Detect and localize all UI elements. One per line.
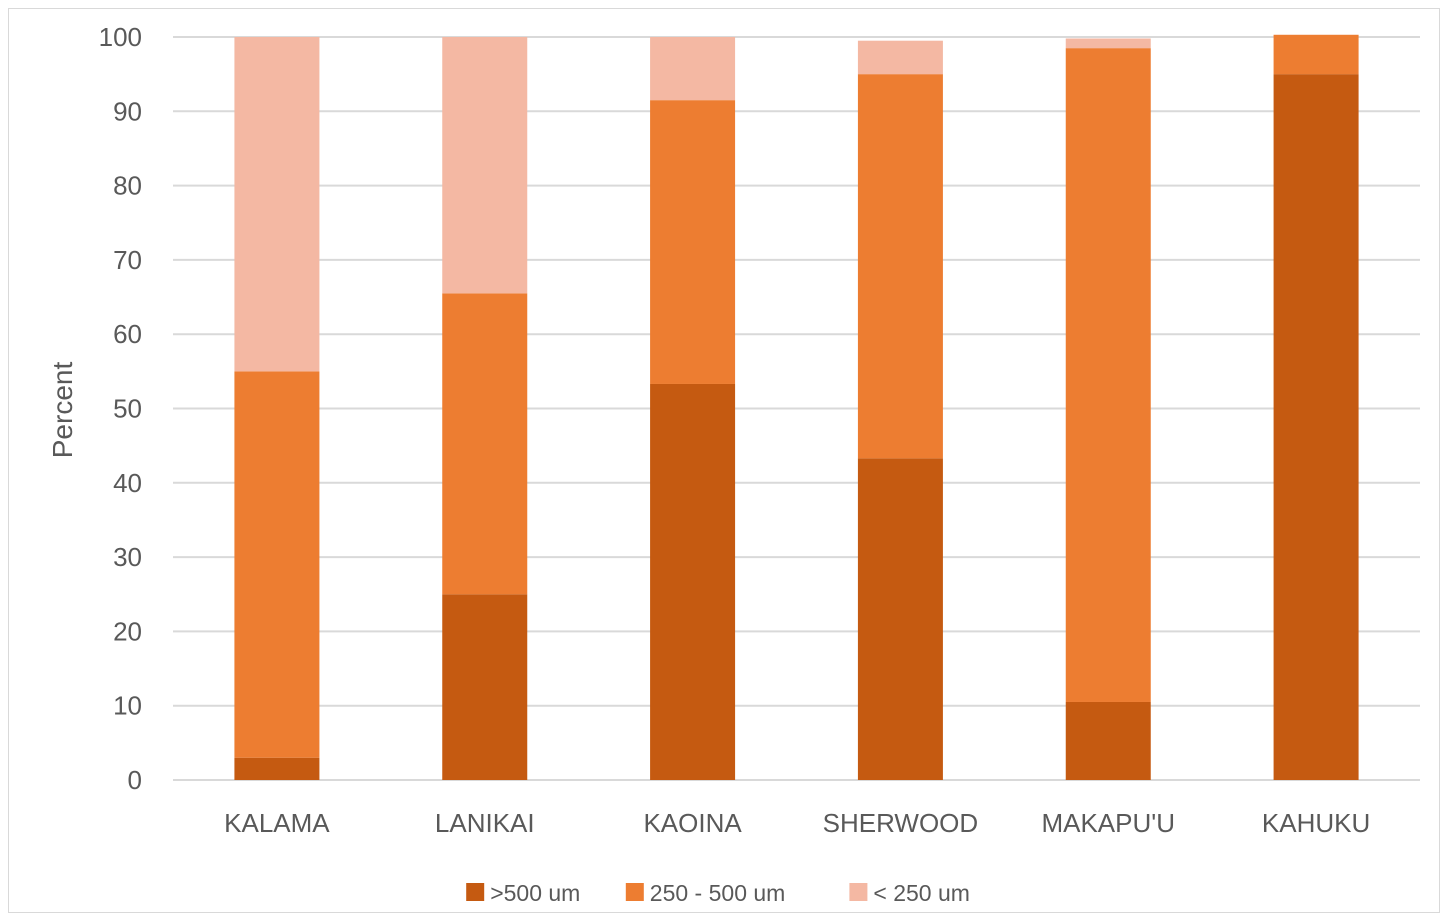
bar-segment-1-2 <box>442 37 528 294</box>
legend-label: < 250 um <box>873 880 970 906</box>
bar-segment-0-1 <box>234 371 320 758</box>
y-tick-label: 0 <box>128 765 142 795</box>
y-tick-label: 10 <box>113 691 142 721</box>
y-tick-labels: 0 10 20 30 40 50 60 70 80 90 100 <box>99 22 142 795</box>
x-category-label: LANIKAI <box>435 808 535 838</box>
bar-segment-5-1 <box>1273 34 1359 75</box>
legend-label: >500 um <box>490 880 580 906</box>
gridlines <box>173 36 1420 781</box>
x-category-label: MAKAPU'U <box>1041 808 1175 838</box>
x-category-label: SHERWOOD <box>823 808 979 838</box>
y-tick-label: 80 <box>113 171 142 201</box>
y-tick-label: 100 <box>99 22 142 52</box>
y-tick-label: 40 <box>113 468 142 498</box>
x-category-labels: KALAMA LANIKAI KAOINA SHERWOOD MAKAPU'U KAHUK… <box>224 808 1370 838</box>
y-tick-label: 60 <box>113 319 142 349</box>
bar-segment-1-1 <box>442 293 528 595</box>
y-tick-label: 90 <box>113 96 142 126</box>
bar-segment-3-1 <box>857 74 943 459</box>
legend-label: 250 - 500 um <box>650 880 786 906</box>
legend-swatch-2 <box>849 883 868 901</box>
bar-segment-4-2 <box>1065 38 1151 49</box>
legend-swatch-0 <box>466 883 485 901</box>
y-tick-label: 20 <box>113 616 142 646</box>
bar-segment-1-0 <box>442 594 528 780</box>
bar-segment-4-0 <box>1065 701 1151 780</box>
bar-segment-3-2 <box>857 40 943 75</box>
y-tick-label: 50 <box>113 394 142 424</box>
bars <box>234 34 1359 780</box>
legend: >500 um 250 - 500 um < 250 um <box>466 880 970 906</box>
y-tick-label: 30 <box>113 542 142 572</box>
bar-segment-0-0 <box>234 757 320 780</box>
y-tick-label: 70 <box>113 245 142 275</box>
bar-segment-2-1 <box>650 100 736 384</box>
bar-segment-0-2 <box>234 37 320 372</box>
bar-segment-3-0 <box>857 458 943 780</box>
x-category-label: KALAMA <box>224 808 330 838</box>
legend-swatch-1 <box>625 883 644 901</box>
x-category-label: KAHUKU <box>1262 808 1370 838</box>
bar-segment-2-0 <box>650 383 736 780</box>
y-axis-label: Percent <box>47 362 78 459</box>
x-category-label: KAOINA <box>643 808 742 838</box>
bar-segment-2-2 <box>650 37 736 101</box>
bar-segment-5-0 <box>1273 74 1359 780</box>
bar-segment-4-1 <box>1065 48 1151 702</box>
